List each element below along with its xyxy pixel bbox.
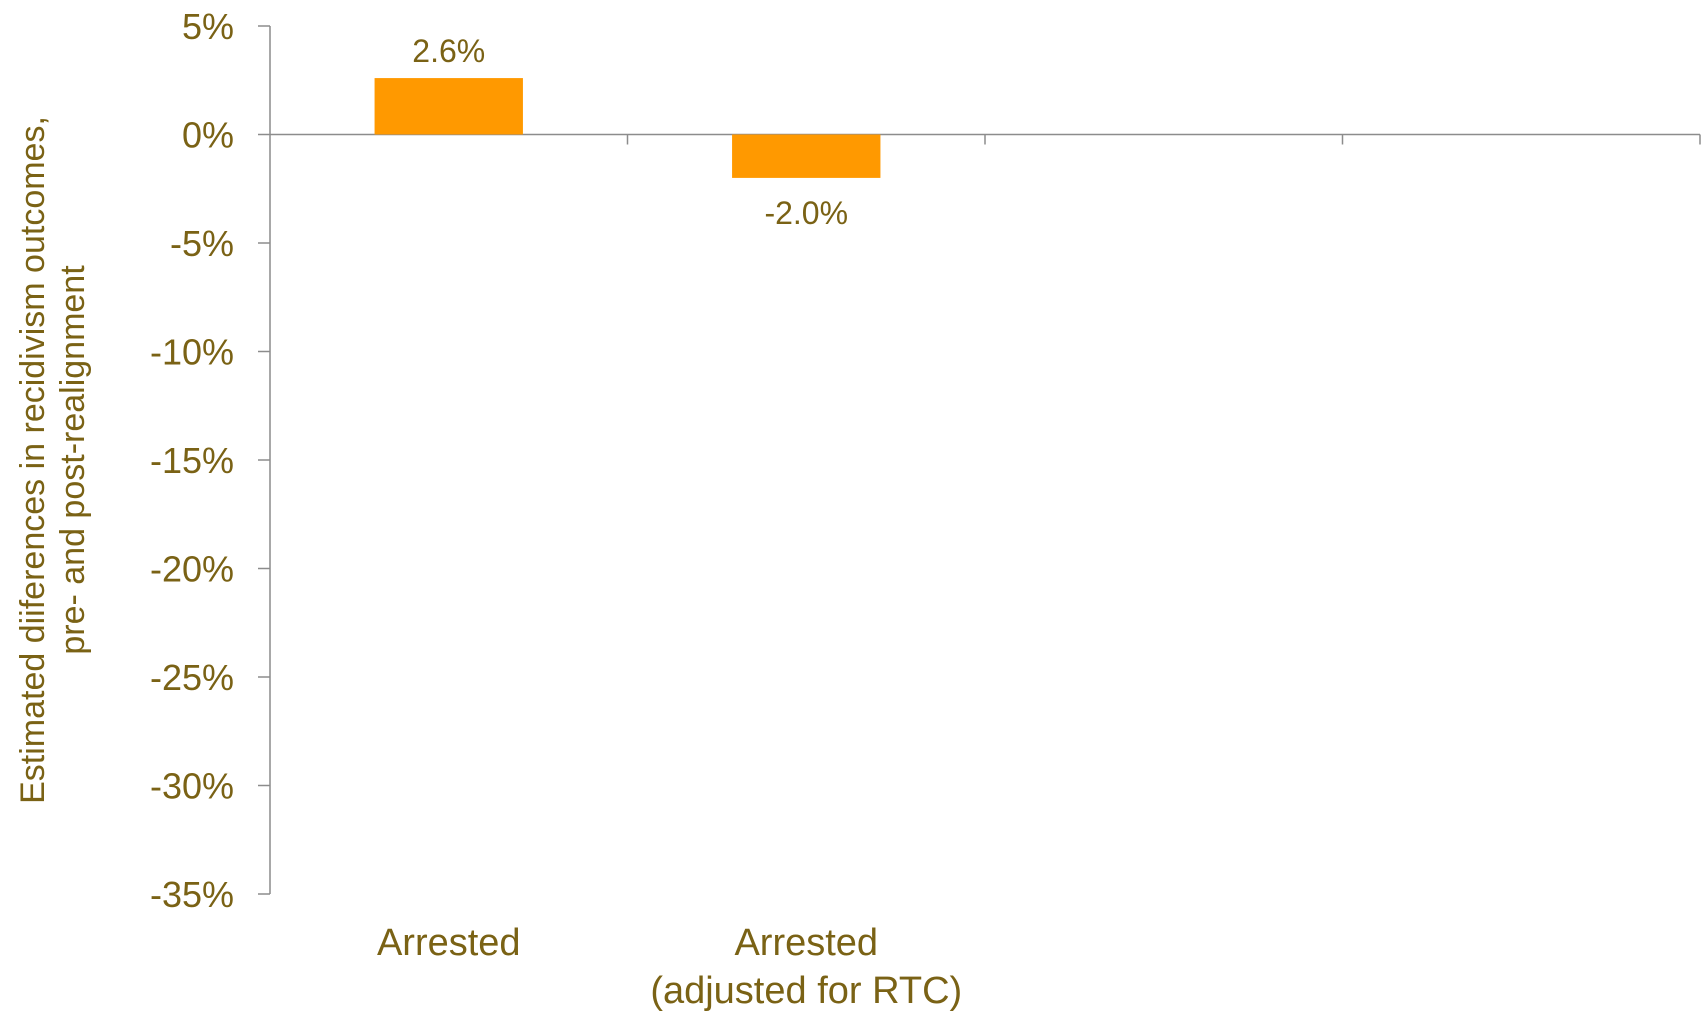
axes: [269, 26, 1701, 894]
category-label: Arrested: [377, 922, 521, 964]
data-label: -2.0%: [764, 195, 848, 231]
y-axis-ticks: 5% 0% -5% -10% -15% -20% -25% -30% -35%: [150, 6, 270, 915]
y-tick-label: 5%: [182, 6, 234, 47]
bar: [374, 78, 523, 135]
y-tick-label: -15%: [150, 440, 234, 481]
y-tick-label: -20%: [150, 549, 234, 590]
data-label: 2.6%: [412, 33, 485, 69]
y-axis-title-line: pre- and post-realignment: [54, 265, 92, 655]
category-label: (adjusted for RTC): [650, 970, 962, 1011]
y-tick-label: -30%: [150, 766, 234, 807]
bar: [732, 134, 881, 178]
y-tick-label: -25%: [150, 657, 234, 698]
data-labels: 2.6% -2.0%: [412, 33, 848, 231]
y-axis-title-line: Estimated diiferences in recidivism outc…: [14, 116, 52, 804]
y-tick-label: -35%: [150, 874, 234, 915]
category-label: Arrested: [734, 922, 878, 964]
y-tick-label: 0%: [182, 115, 234, 156]
bars: [374, 78, 881, 178]
category-labels: Arrested Arrested (adjusted for RTC): [377, 922, 962, 1011]
y-tick-label: -10%: [150, 332, 234, 373]
y-tick-label: -5%: [170, 223, 234, 264]
y-axis-title: Estimated diiferences in recidivism outc…: [14, 116, 92, 804]
